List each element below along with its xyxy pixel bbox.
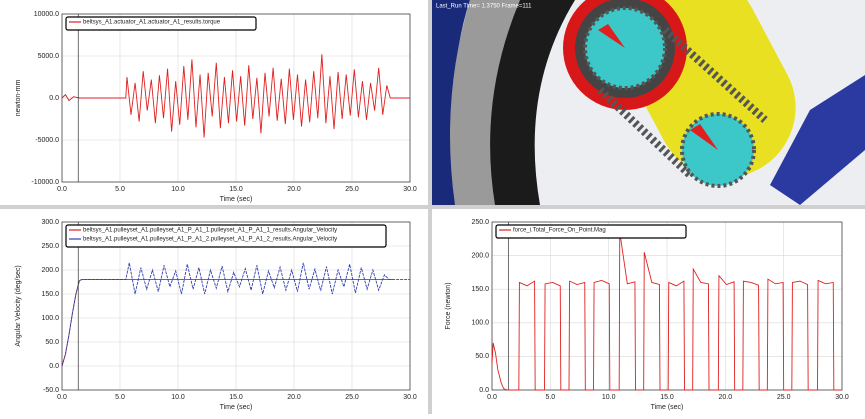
x-tick-label: 15.0 xyxy=(229,394,243,401)
y-tick-label: 10000.0 xyxy=(34,11,59,18)
y-tick-label: 100.0 xyxy=(41,315,59,322)
legend-box xyxy=(495,224,687,239)
x-tick-label: 30.0 xyxy=(835,394,849,401)
x-tick-label: 15.0 xyxy=(660,394,674,401)
x-tick-label: 5.0 xyxy=(115,186,125,193)
plot-frame xyxy=(61,221,411,391)
x-tick-label: 25.0 xyxy=(345,394,359,401)
series-line xyxy=(491,232,842,391)
y-tick-label: 0.0 xyxy=(479,387,489,394)
y-axis-label: Angular Velocity (deg/sec) xyxy=(15,265,22,346)
y-tick-label: 50.0 xyxy=(45,339,59,346)
y-tick-label: 0.0 xyxy=(49,363,59,370)
x-tick-label: 30.0 xyxy=(403,394,417,401)
panel xyxy=(0,0,428,205)
legend-box xyxy=(65,16,257,31)
shape xyxy=(432,0,470,205)
x-tick-label: 0.0 xyxy=(487,394,497,401)
legend-label: beltsys_A1.pulleyset_A1.pulleyset_A1_P_A… xyxy=(83,237,337,243)
series-line xyxy=(61,262,410,367)
x-tick-label: 0.0 xyxy=(57,394,67,401)
y-tick-label: 300.0 xyxy=(41,219,59,226)
x-tick-label: 15.0 xyxy=(229,186,243,193)
x-axis-label: Time (sec) xyxy=(220,404,253,411)
x-tick-label: 10.0 xyxy=(171,394,185,401)
pointer xyxy=(690,124,718,150)
belt xyxy=(662,27,768,123)
legend-label: force_i.Total_Force_On_Point.Mag xyxy=(513,228,606,234)
y-tick-label: -5000.0 xyxy=(35,137,59,144)
series-line xyxy=(61,54,410,138)
x-tick-label: 10.0 xyxy=(602,394,616,401)
y-axis-label: newton-mm xyxy=(15,80,22,117)
y-tick-label: -50.0 xyxy=(43,387,59,394)
y-tick-label: 150.0 xyxy=(471,286,489,293)
y-tick-label: 0.0 xyxy=(49,95,59,102)
pointer xyxy=(598,24,625,48)
x-tick-label: 20.0 xyxy=(287,394,301,401)
shape xyxy=(490,0,575,205)
y-tick-label: 100.0 xyxy=(471,320,489,327)
x-tick-label: 5.0 xyxy=(115,394,125,401)
x-tick-label: 10.0 xyxy=(171,186,185,193)
x-tick-label: 25.0 xyxy=(345,186,359,193)
x-tick-label: 5.0 xyxy=(545,394,555,401)
y-tick-label: 250.0 xyxy=(41,243,59,250)
x-tick-label: 25.0 xyxy=(777,394,791,401)
x-tick-label: 20.0 xyxy=(719,394,733,401)
y-tick-label: 150.0 xyxy=(41,291,59,298)
shape xyxy=(770,75,865,205)
y-tick-label: -10000.0 xyxy=(31,179,59,186)
y-tick-label: 250.0 xyxy=(471,219,489,226)
viewport[interactable]: Last_Run Time= 1.3750 Frame=111 xyxy=(432,0,865,205)
x-axis-label: Time (sec) xyxy=(220,196,253,203)
x-tick-label: 30.0 xyxy=(403,186,417,193)
legend-label: beltsys_A1.pulleyset_A1.pulleyset_A1_P_A… xyxy=(83,228,337,234)
x-tick-label: 0.0 xyxy=(57,186,67,193)
y-axis-label: Force (newton) xyxy=(445,282,452,329)
legend-label: beltsys_A1.actuator_A1.actuator_A1_resul… xyxy=(83,20,221,26)
y-tick-label: 5000.0 xyxy=(38,53,60,60)
y-tick-label: 50.0 xyxy=(475,353,489,360)
y-tick-label: 200.0 xyxy=(41,267,59,274)
viewport-caption: Last_Run Time= 1.3750 Frame=111 xyxy=(436,4,532,10)
panel xyxy=(432,209,865,414)
x-tick-label: 20.0 xyxy=(287,186,301,193)
y-tick-label: 200.0 xyxy=(471,252,489,259)
belt xyxy=(597,87,693,178)
x-axis-label: Time (sec) xyxy=(651,404,684,411)
legend-box xyxy=(65,224,387,248)
